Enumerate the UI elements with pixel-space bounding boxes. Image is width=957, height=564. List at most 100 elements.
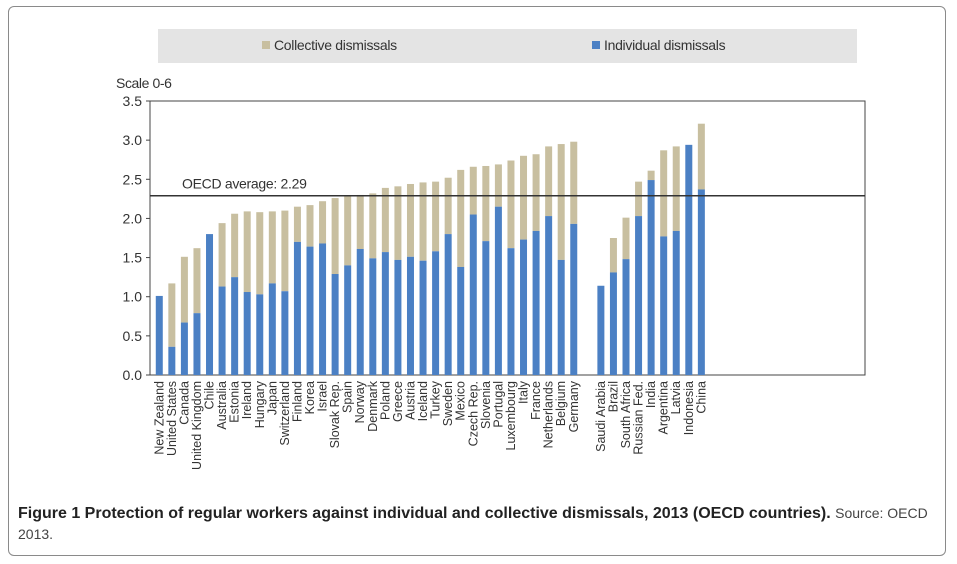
bar-individual [507,248,515,375]
x-tick-label: Canada [177,381,191,425]
bar-individual [647,180,655,375]
x-tick-label: Poland [378,381,392,420]
bar-collective [635,181,643,217]
x-tick-label: Sweden [441,381,455,426]
bar-individual [697,189,705,375]
bar-individual [331,274,339,375]
bar-collective [419,182,427,261]
x-tick-label: South Africa [619,381,633,448]
x-tick-label: United States [165,381,179,456]
x-tick-label: Turkey [429,380,443,418]
x-tick-label: Japan [265,381,279,415]
bar-individual [660,236,668,375]
bar-individual [231,277,239,375]
bar-individual [319,243,327,375]
bar-individual [381,252,389,375]
y-tick-label: 0.0 [123,367,143,383]
bar-individual [469,214,477,375]
x-tick-label: Luxembourg [504,381,518,451]
bar-individual [268,283,276,375]
figure-caption: Figure 1 Protection of regular workers a… [18,503,938,545]
bar-individual [557,259,565,375]
x-tick-label: Russian Fed. [632,381,646,455]
bar-collective [180,256,188,323]
x-tick-label: Spain [341,381,355,413]
bar-individual [344,265,352,375]
x-tick-label: Iceland [416,381,430,421]
y-axis-scale-label: Scale 0-6 [116,75,172,91]
y-tick-label: 1.0 [123,289,143,305]
bar-collective [243,211,251,293]
y-tick-label: 3.0 [123,132,143,148]
x-tick-label: Ireland [240,381,254,419]
x-tick-label: New Zealand [152,381,166,455]
bar-individual [635,216,643,375]
bar-individual [155,295,163,375]
x-tick-label: Portugal [491,381,505,428]
bar-individual [218,286,226,375]
x-tick-label: Chile [203,381,217,410]
chart-legend: Collective dismissals Individual dismiss… [158,29,857,63]
x-tick-label: Belgium [554,381,568,426]
x-tick-label: Austria [403,381,417,420]
bar-collective [231,213,239,278]
bar-individual [520,239,528,375]
x-tick-label: Slovak Rep. [328,381,342,448]
caption-source: Source: OECD 2013. [18,505,928,542]
x-tick-label: Norway [353,380,367,423]
x-tick-label: Switzerland [278,381,292,446]
legend-item-individual: Individual dismissals [592,37,726,53]
bar-collective [218,223,226,287]
bar-individual [256,294,264,375]
x-tick-label: Israel [316,381,330,412]
bar-collective [520,155,528,240]
bar-collective [306,205,314,247]
y-tick-label: 2.0 [123,210,143,226]
x-tick-label: Finland [290,381,304,422]
bar-collective [457,169,465,267]
bar-individual [356,248,364,375]
x-tick-label: China [694,381,708,414]
x-tick-label: Slovenia [479,381,493,429]
x-tick-label: Estonia [228,381,242,423]
bar-individual [406,256,414,375]
bar-individual [597,285,605,375]
bar-individual [168,346,176,375]
bar-collective [406,183,414,257]
bar-collective [369,193,377,259]
x-tick-label: Argentina [657,381,671,435]
bar-individual [180,322,188,375]
bar-collective [256,212,264,295]
bar-individual [672,230,680,375]
bar-collective [494,164,502,207]
bar-collective [570,141,578,224]
legend-label-collective: Collective dismissals [274,37,397,53]
x-tick-label: Germany [567,380,581,432]
caption-title: Figure 1 Protection of regular workers a… [18,505,831,522]
bar-individual [206,234,214,375]
x-tick-label: Korea [303,381,317,414]
bar-individual [457,266,465,375]
bar-individual [293,241,301,375]
bar-collective [193,248,201,314]
bar-collective [660,150,668,237]
x-tick-label: France [529,381,543,420]
bar-collective [381,187,389,253]
x-tick-label: Mexico [454,381,468,421]
bar-collective [672,146,680,231]
x-tick-label: Netherlands [542,381,556,448]
x-tick-label: Italy [517,380,531,404]
bar-collective [281,210,289,292]
bar-collective [622,217,630,260]
bar-individual [243,292,251,375]
bar-collective [356,194,364,249]
bar-individual [193,313,201,375]
bar-collective [532,154,540,231]
x-tick-label: Denmark [366,380,380,431]
figure-frame [8,6,946,556]
bar-individual [482,241,490,375]
bar-individual [432,251,440,375]
bar-collective [507,160,515,249]
bar-individual [609,272,617,375]
x-tick-label: Hungary [253,380,267,428]
